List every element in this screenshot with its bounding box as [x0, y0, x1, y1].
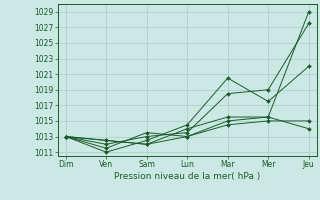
X-axis label: Pression niveau de la mer( hPa ): Pression niveau de la mer( hPa ) [114, 172, 260, 181]
